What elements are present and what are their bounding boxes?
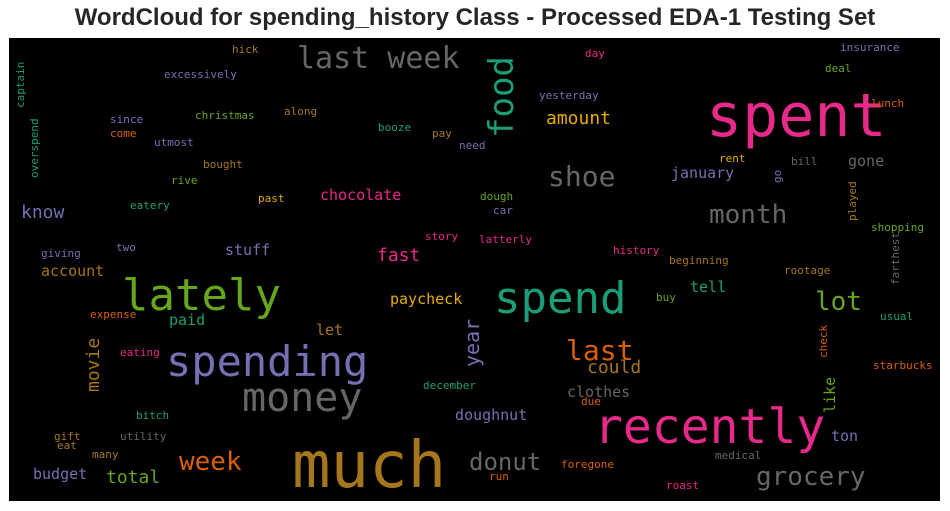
word-eatery: eatery [130,199,170,212]
word-many: many [92,448,119,461]
word-captain: captain [14,62,27,108]
word-grocery: grocery [756,462,866,492]
chart-title: WordCloud for spending_history Class - P… [74,4,876,31]
word-donut: donut [469,448,541,476]
word-come: come [110,127,137,140]
word-along: along [284,105,317,118]
word-past: past [258,192,285,205]
word-yesterday: yesterday [539,89,599,102]
word-starbucks: starbucks [873,359,933,372]
word-insurance: insurance [840,41,900,54]
word-utmost: utmost [154,136,194,149]
word-year: year [460,319,484,367]
word-utility: utility [120,430,167,443]
word-much: much [292,429,446,501]
word-fast: fast [377,245,420,266]
word-rent: rent [719,152,746,165]
word-week: week [179,447,242,477]
word-last: last [566,334,633,367]
word-tell: tell [690,278,726,296]
word-rootage: rootage [784,264,830,277]
word-spend: spend [494,273,626,324]
word-two: two [116,241,136,254]
word-day: day [585,47,605,60]
word-pay: pay [432,127,452,140]
word-spent: spent [706,81,887,151]
word-since: since [110,113,143,126]
word-played: played [846,181,859,221]
wordcloud-words: much spent recently spend lately spendingmone… [14,41,933,501]
word-story: story [425,230,458,243]
word-account: account [41,262,104,280]
word-latterly: latterly [479,233,532,246]
word-january: january [671,164,734,182]
word-need: need [459,139,486,152]
word-shopping: shopping [871,221,924,234]
word-gift: gift [54,430,81,443]
word-budget: budget [33,465,87,483]
word-last-week: last week [297,41,460,76]
word-chocolate: chocolate [320,186,401,204]
word-dough: dough [480,190,513,203]
word-eat: eat [57,439,77,452]
word-overspend: overspend [28,118,41,178]
word-farthest: farthest [889,232,902,285]
word-money: money [242,375,362,421]
word-beginning: beginning [669,254,729,267]
word-could: could [587,357,641,378]
word-hick: hick [232,43,259,56]
word-giving: giving [41,247,81,260]
word-run: run [489,470,509,483]
wordcloud-chart: much spent recently spend lately spendingmone… [9,38,940,501]
word-gone: gone [848,152,884,170]
word-stuff: stuff [225,241,270,259]
word-check: check [817,325,830,358]
word-buy: buy [656,291,676,304]
word-let: let [316,321,343,339]
word-eating: eating [120,346,160,359]
word-bitch: bitch [136,409,169,422]
word-excessively: excessively [164,68,237,81]
word-paid: paid [169,311,205,329]
word-paycheck: paycheck [390,290,462,308]
word-expense: expense [90,308,136,321]
word-roast: roast [666,479,699,492]
word-christmas: christmas [195,109,255,122]
word-usual: usual [880,310,913,323]
word-movie: movie [83,338,104,392]
word-shoe: shoe [548,160,615,193]
word-go: go [771,170,784,183]
word-like: like [821,377,839,413]
word-total: total [106,467,160,488]
word-due: due [581,395,601,408]
word-ton: ton [831,427,858,445]
word-medical: medical [715,449,761,462]
word-amount: amount [546,108,611,129]
word-december: december [423,379,476,392]
word-lunch: lunch [871,97,904,110]
word-booze: booze [378,121,411,134]
wordcloud-background [9,38,940,501]
word-foregone: foregone [561,458,614,471]
word-lot: lot [815,287,862,317]
word-know: know [21,202,65,223]
word-bought: bought [203,158,243,171]
word-rive: rive [171,174,198,187]
word-clothes: clothes [567,383,630,401]
word-bill: bill [791,155,818,168]
word-food: food [482,56,522,138]
word-car: car [493,204,513,217]
word-history: history [613,244,660,257]
word-lately: lately [122,270,281,321]
word-recently: recently [594,399,825,455]
word-deal: deal [825,62,852,75]
word-doughnut: doughnut [455,406,527,424]
word-spending: spending [166,337,368,386]
word-month: month [709,200,787,230]
